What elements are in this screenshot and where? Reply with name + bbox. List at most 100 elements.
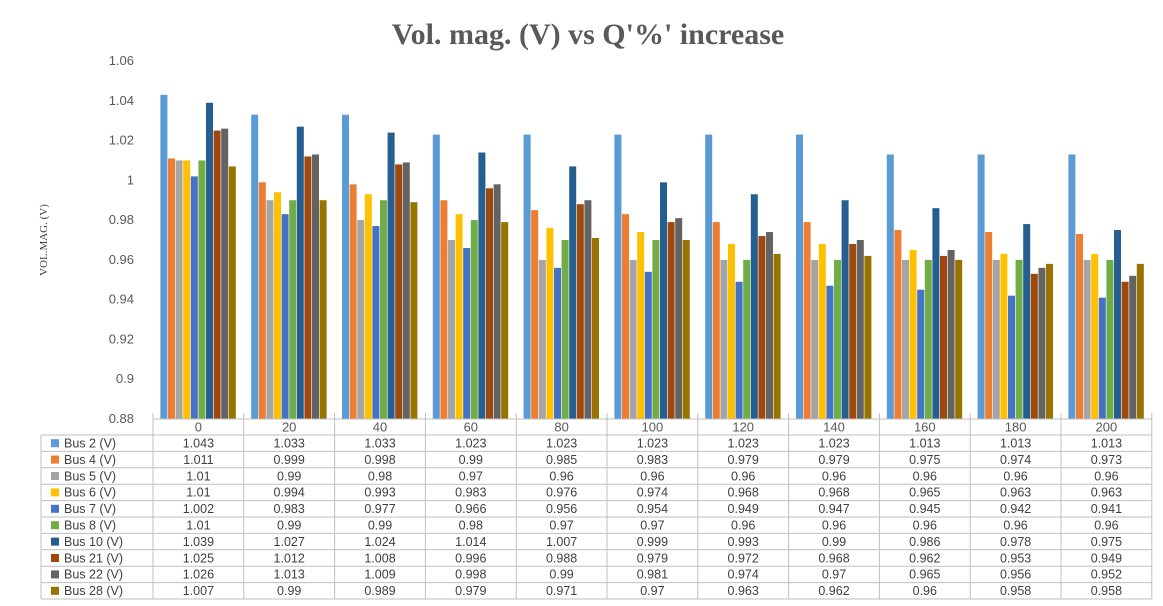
data-label: 0.958 <box>1000 584 1031 598</box>
bar <box>773 253 781 419</box>
data-label: 0.962 <box>818 584 849 598</box>
bar <box>395 164 403 419</box>
bar <box>856 240 864 419</box>
data-label: 0.96 <box>731 519 755 533</box>
data-label: 0.97 <box>459 469 483 483</box>
data-label: 1.013 <box>274 568 305 582</box>
data-label: 0.971 <box>546 584 577 598</box>
bar <box>811 259 819 419</box>
x-tick-label: 140 <box>823 420 845 435</box>
y-tick-label: 0.88 <box>109 411 134 426</box>
legend-label: Bus 7 (V) <box>64 502 116 516</box>
data-label: 1.023 <box>818 437 849 451</box>
data-label: 0.968 <box>728 486 759 500</box>
bar <box>796 134 803 420</box>
bar <box>629 259 637 419</box>
bar <box>175 160 183 419</box>
bar <box>1114 230 1121 419</box>
data-label: 1.011 <box>183 453 213 467</box>
legend-swatch <box>51 439 59 448</box>
bar <box>886 154 894 419</box>
bar <box>561 240 569 419</box>
bar <box>894 230 902 419</box>
data-label: 0.98 <box>459 519 483 533</box>
data-label: 0.993 <box>728 535 759 549</box>
y-tick-label: 1.04 <box>109 93 134 108</box>
data-label: 0.99 <box>822 535 846 549</box>
bar <box>213 130 221 419</box>
bar <box>584 200 592 419</box>
bar <box>1121 281 1129 419</box>
bar <box>637 232 645 419</box>
data-label: 0.945 <box>909 502 940 516</box>
bar <box>486 188 493 419</box>
data-label: 1.01 <box>186 519 210 533</box>
data-label: 1.009 <box>364 568 395 582</box>
bar <box>1030 273 1038 419</box>
data-label: 0.963 <box>728 584 759 598</box>
data-label: 0.958 <box>1091 584 1122 598</box>
data-label: 0.942 <box>1000 502 1031 516</box>
data-label: 0.983 <box>274 502 305 516</box>
bar <box>667 222 675 419</box>
y-tick-label: 0.92 <box>109 331 134 346</box>
legend-swatch <box>51 537 59 546</box>
bar <box>818 243 826 419</box>
bar <box>380 200 387 419</box>
data-label: 0.998 <box>364 453 395 467</box>
bar <box>705 134 713 420</box>
data-label: 0.947 <box>818 502 849 516</box>
bar <box>440 200 448 419</box>
x-tick-label: 40 <box>373 420 387 435</box>
data-label: 0.98 <box>368 469 392 483</box>
data-label: 1.008 <box>364 551 395 565</box>
legend-label: Bus 4 (V) <box>64 453 116 467</box>
data-label: 0.96 <box>1094 469 1118 483</box>
y-tick-label: 1.06 <box>109 53 134 68</box>
bar <box>909 249 917 419</box>
bar <box>955 259 963 419</box>
bar <box>622 214 629 419</box>
data-label: 0.989 <box>364 584 395 598</box>
bar <box>160 94 168 420</box>
legend-swatch <box>51 554 59 562</box>
bar <box>1091 253 1099 419</box>
data-label: 0.976 <box>546 486 577 500</box>
bar <box>864 255 872 419</box>
legend-label: Bus 5 (V) <box>64 469 116 483</box>
data-label: 1.013 <box>1000 437 1031 451</box>
data-label: 0.99 <box>459 453 483 467</box>
bar <box>841 200 849 419</box>
data-label: 0.977 <box>364 502 395 516</box>
data-label: 1.039 <box>183 535 214 549</box>
bar <box>463 247 471 419</box>
bar <box>410 202 418 419</box>
bar <box>349 184 357 419</box>
data-label: 0.949 <box>728 502 759 516</box>
bar <box>432 134 440 420</box>
bar <box>758 236 766 419</box>
data-label: 1.033 <box>274 437 305 451</box>
bar <box>985 232 993 419</box>
data-label: 0.979 <box>728 453 759 467</box>
bar <box>644 271 652 419</box>
bar <box>364 194 372 419</box>
data-label: 0.99 <box>277 469 301 483</box>
bar <box>281 214 289 419</box>
data-label: 0.974 <box>637 486 668 500</box>
data-label: 0.983 <box>637 453 668 467</box>
bar <box>501 222 509 419</box>
data-label: 0.963 <box>1091 486 1122 500</box>
legend-label: Bus 28 (V) <box>64 584 123 598</box>
data-label: 0.973 <box>1091 453 1122 467</box>
bar <box>531 210 539 419</box>
data-label: 0.949 <box>1091 551 1122 565</box>
data-label: 0.983 <box>455 486 486 500</box>
data-label: 0.956 <box>1000 568 1031 582</box>
x-tick-label: 60 <box>464 420 478 435</box>
data-label: 0.993 <box>364 486 395 500</box>
bar <box>1068 154 1076 419</box>
bar <box>826 285 834 419</box>
data-label: 1.01 <box>186 469 210 483</box>
bar <box>576 204 584 419</box>
